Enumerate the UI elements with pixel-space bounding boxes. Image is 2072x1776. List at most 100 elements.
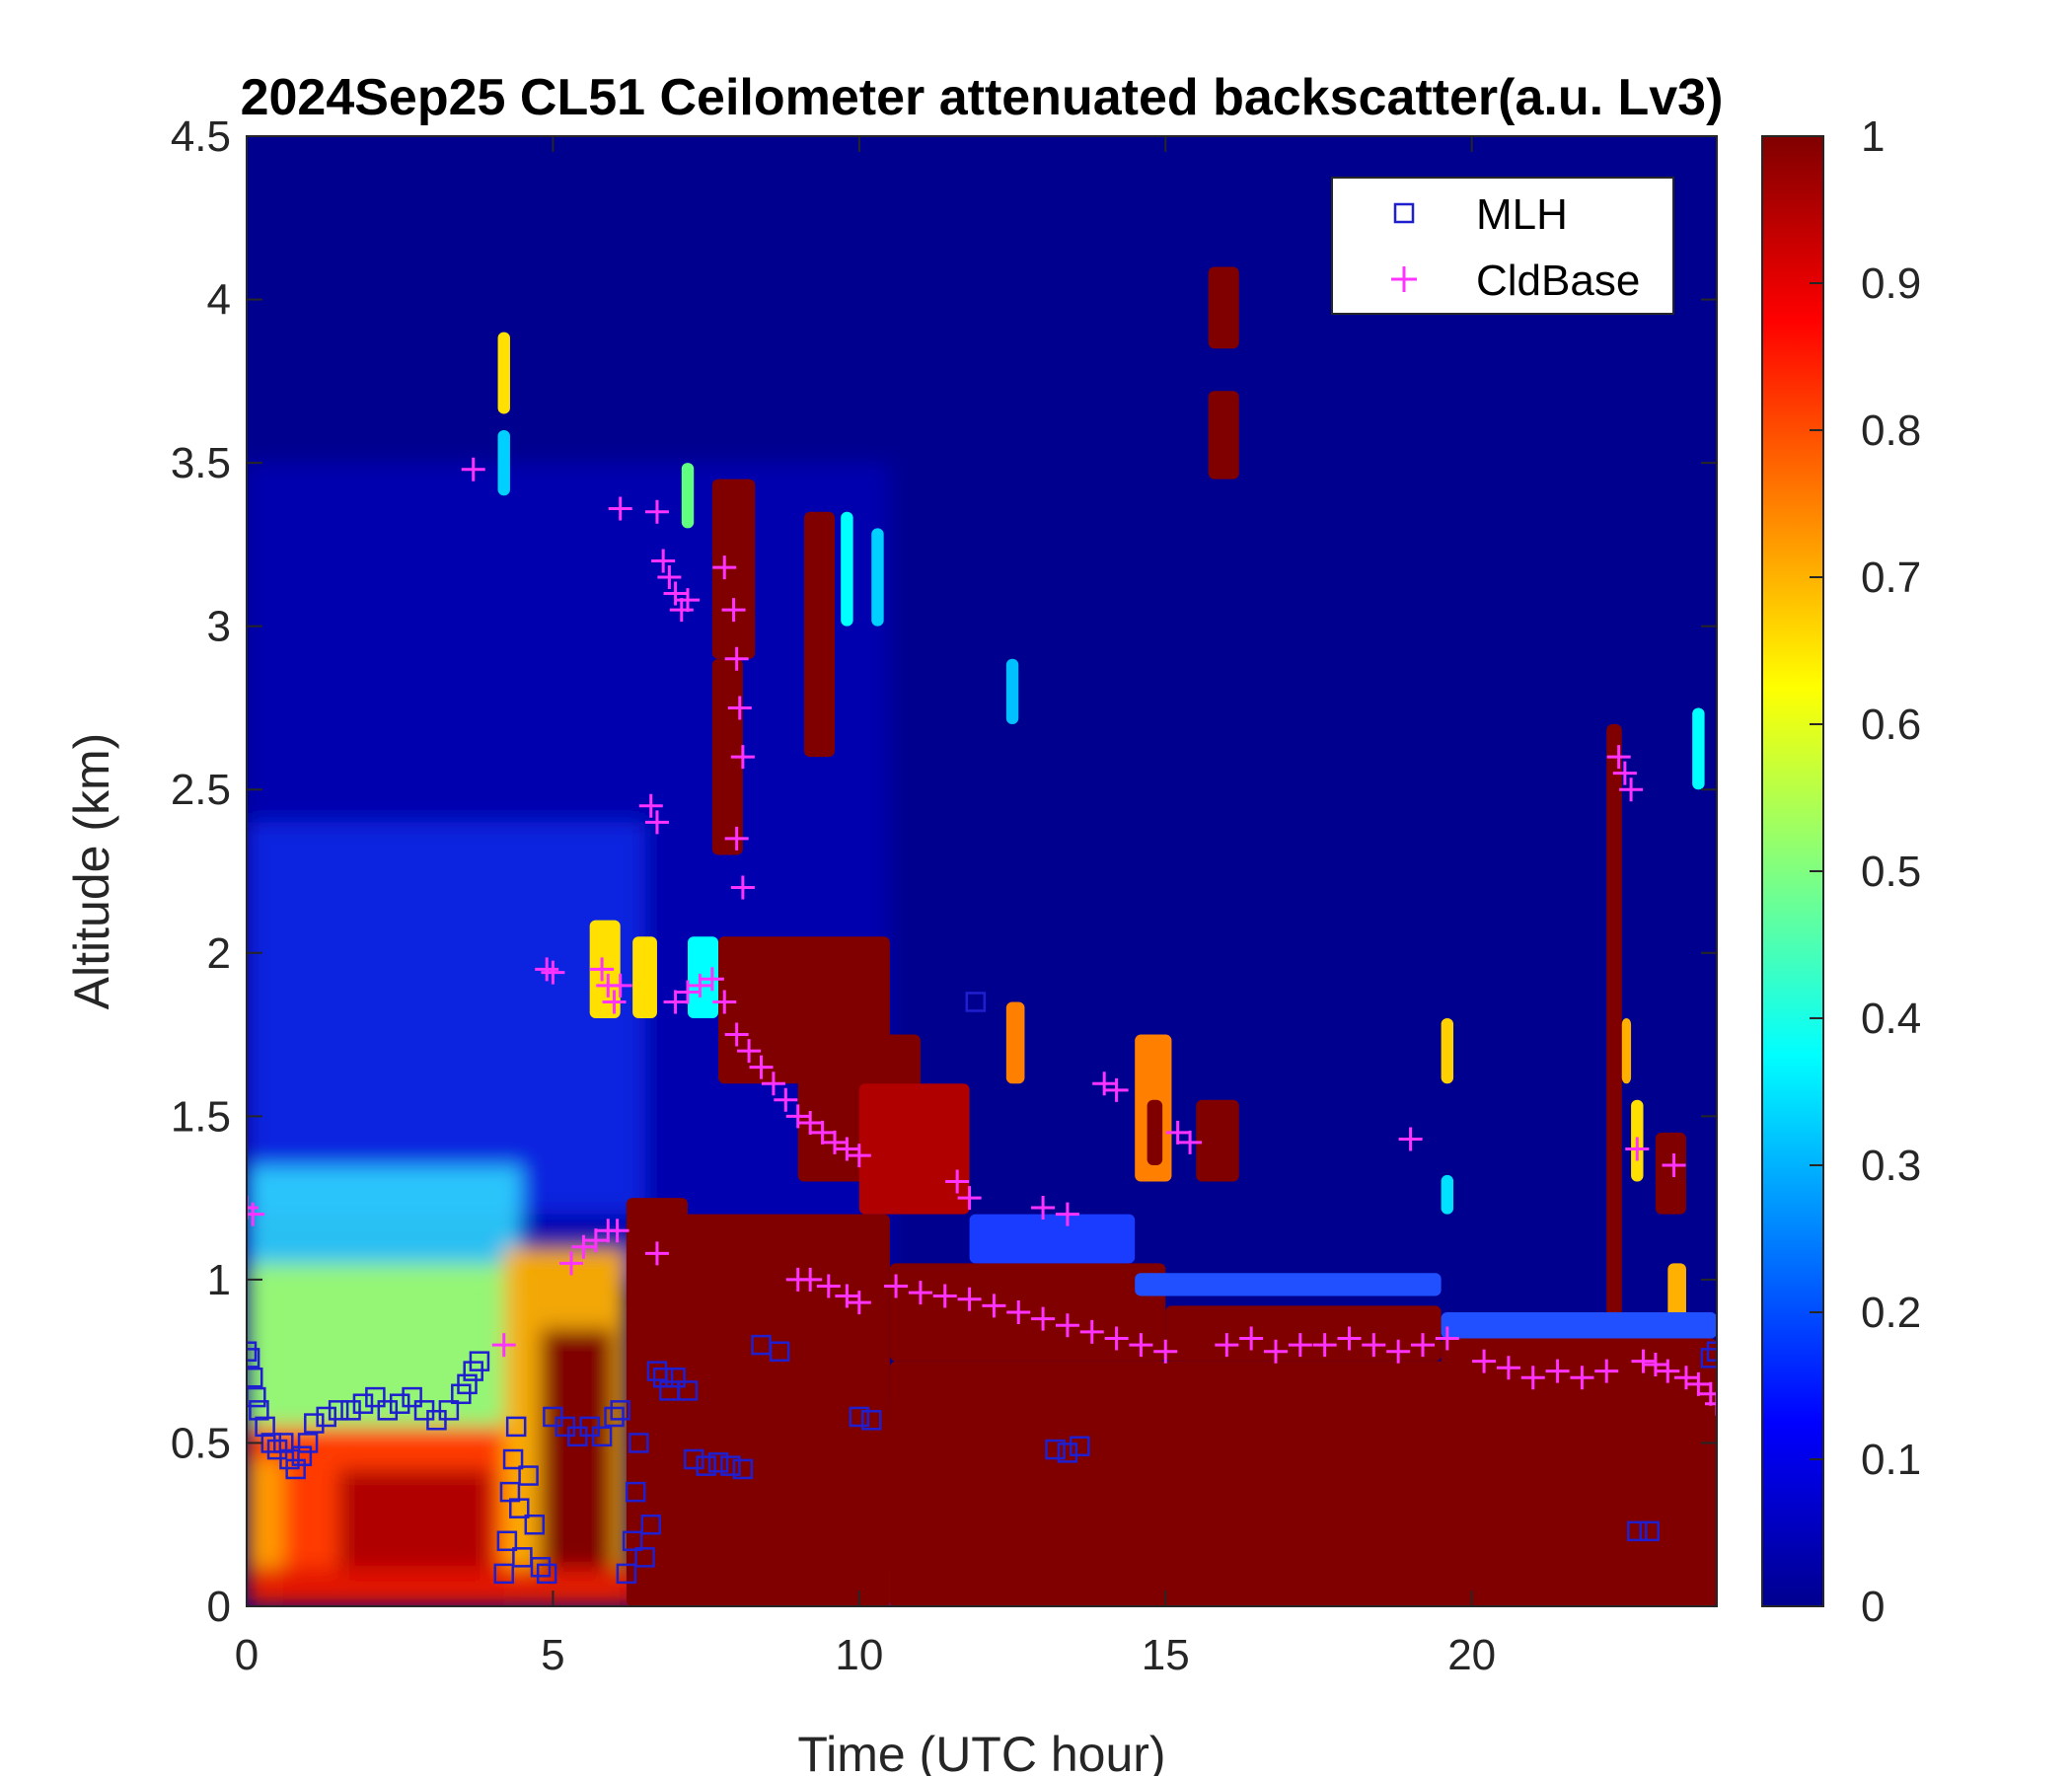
- cldbase-point: [1570, 1366, 1594, 1390]
- x-axis-label: Time (UTC hour): [797, 1727, 1165, 1776]
- y-tick-label: 1: [207, 1256, 231, 1304]
- cldbase-point: [1129, 1333, 1153, 1358]
- y-tick-label: 2: [207, 929, 231, 978]
- mlh-point: [389, 1393, 410, 1414]
- cldbase-point: [1215, 1333, 1239, 1358]
- cldbase-point: [559, 1251, 584, 1276]
- heat-cell: [1621, 1018, 1632, 1084]
- cldbase-point: [1435, 1326, 1459, 1351]
- cldbase-point: [1288, 1333, 1312, 1358]
- heat-cell: [626, 1214, 890, 1606]
- mlh-point: [629, 1433, 649, 1453]
- x-tick-label: 20: [1447, 1631, 1496, 1679]
- y-axis-label: Altitude (km): [64, 733, 119, 1010]
- mlh-point: [285, 1458, 306, 1480]
- cldbase-point: [1055, 1313, 1079, 1338]
- cldbase-point: [1386, 1339, 1411, 1364]
- mlh-point: [530, 1557, 552, 1578]
- x-tick-label: 10: [835, 1631, 883, 1679]
- mlh-point: [328, 1400, 349, 1421]
- mlh-point: [496, 1530, 518, 1552]
- cldbase-point: [1520, 1366, 1545, 1390]
- cldbase-point: [700, 967, 724, 992]
- y-tick-label: 0.5: [171, 1419, 231, 1467]
- cldbase-point: [835, 1137, 859, 1161]
- cldbase-point: [1031, 1306, 1056, 1331]
- cldbase-point: [1153, 1339, 1178, 1364]
- cldbase-point: [644, 499, 669, 524]
- cldbase-point: [491, 1333, 516, 1358]
- mlh-point: [505, 1416, 527, 1438]
- plot-frame: [246, 135, 1718, 1607]
- mlh-point: [1639, 1520, 1660, 1542]
- heat-cell: [497, 430, 510, 496]
- cldbase-point: [608, 973, 632, 998]
- legend-mlh-marker: [1393, 202, 1415, 224]
- cldbase-point: [1698, 1381, 1717, 1406]
- cldbase-point: [1612, 761, 1637, 785]
- legend-box: [1331, 177, 1674, 315]
- mlh-point: [297, 1433, 319, 1453]
- cldbase-point: [737, 1039, 762, 1064]
- heat-cell: [889, 1361, 1717, 1606]
- mlh-point: [273, 1433, 294, 1453]
- heat-cell: [1005, 658, 1019, 724]
- mlh-point: [502, 1448, 524, 1470]
- cldbase-point: [730, 875, 755, 900]
- mlh-point: [696, 1455, 716, 1476]
- y-tick-label: 1.5: [171, 1092, 231, 1141]
- mlh-point: [707, 1452, 729, 1473]
- cldbase-point: [1686, 1371, 1711, 1396]
- cldbase-point: [1625, 1137, 1650, 1161]
- heat-cell: [1441, 1338, 1717, 1371]
- mlh-point: [247, 1348, 260, 1369]
- mlh-point: [1045, 1439, 1066, 1460]
- colorbar-tick-label: 0.7: [1861, 554, 1921, 602]
- heat-cell: [1147, 1099, 1163, 1165]
- cldbase-point: [730, 745, 755, 770]
- cldbase-point: [798, 1110, 823, 1135]
- mlh-point: [247, 1367, 263, 1388]
- mlh-point: [849, 1406, 870, 1428]
- mlh-point: [769, 1341, 790, 1362]
- cldbase-point: [1031, 1196, 1056, 1221]
- mlh-point: [536, 1563, 557, 1585]
- cldbase-point: [1104, 1077, 1129, 1102]
- mlh-point: [291, 1445, 313, 1466]
- cldbase-point: [535, 957, 559, 982]
- mlh-point: [469, 1351, 490, 1371]
- heat-cell: [497, 332, 510, 414]
- mlh-point: [438, 1400, 460, 1421]
- cldbase-point: [712, 990, 737, 1014]
- mlh-point: [518, 1465, 539, 1486]
- cldbase-point: [1631, 1349, 1656, 1373]
- heat-cell: [1165, 1305, 1442, 1362]
- heat-cell: [688, 936, 719, 1018]
- heat-cell: [1441, 1018, 1454, 1084]
- cldbase-point: [1619, 777, 1644, 802]
- colorbar-tick-label: 0.5: [1861, 848, 1921, 896]
- heat-cell: [681, 463, 695, 529]
- mlh-point: [652, 1367, 674, 1388]
- mlh-point: [634, 1547, 655, 1568]
- mlh-point: [304, 1413, 325, 1434]
- cldbase-point: [1643, 1352, 1667, 1376]
- mlh-point: [509, 1498, 530, 1518]
- mlh-point: [720, 1455, 741, 1476]
- cldbase-point: [541, 960, 565, 985]
- mlh-point: [1706, 1341, 1717, 1362]
- cldbase-point: [774, 1087, 798, 1112]
- legend-cldbase-label: CldBase: [1476, 257, 1640, 305]
- mlh-point: [1070, 1436, 1090, 1457]
- mlh-point: [340, 1400, 361, 1421]
- chart-title: 2024Sep25 CL51 Ceilometer attenuated bac…: [241, 69, 1724, 126]
- colorbar-tick-label: 0.2: [1861, 1289, 1921, 1337]
- cldbase-point: [1165, 1120, 1190, 1145]
- heat-region: [541, 1328, 615, 1574]
- heat-cell: [1667, 1263, 1686, 1319]
- cldbase-point: [571, 1234, 596, 1259]
- x-tick-label: 5: [541, 1631, 564, 1679]
- heat-cell: [711, 479, 756, 659]
- legend: MLH CldBase: [1331, 177, 1674, 315]
